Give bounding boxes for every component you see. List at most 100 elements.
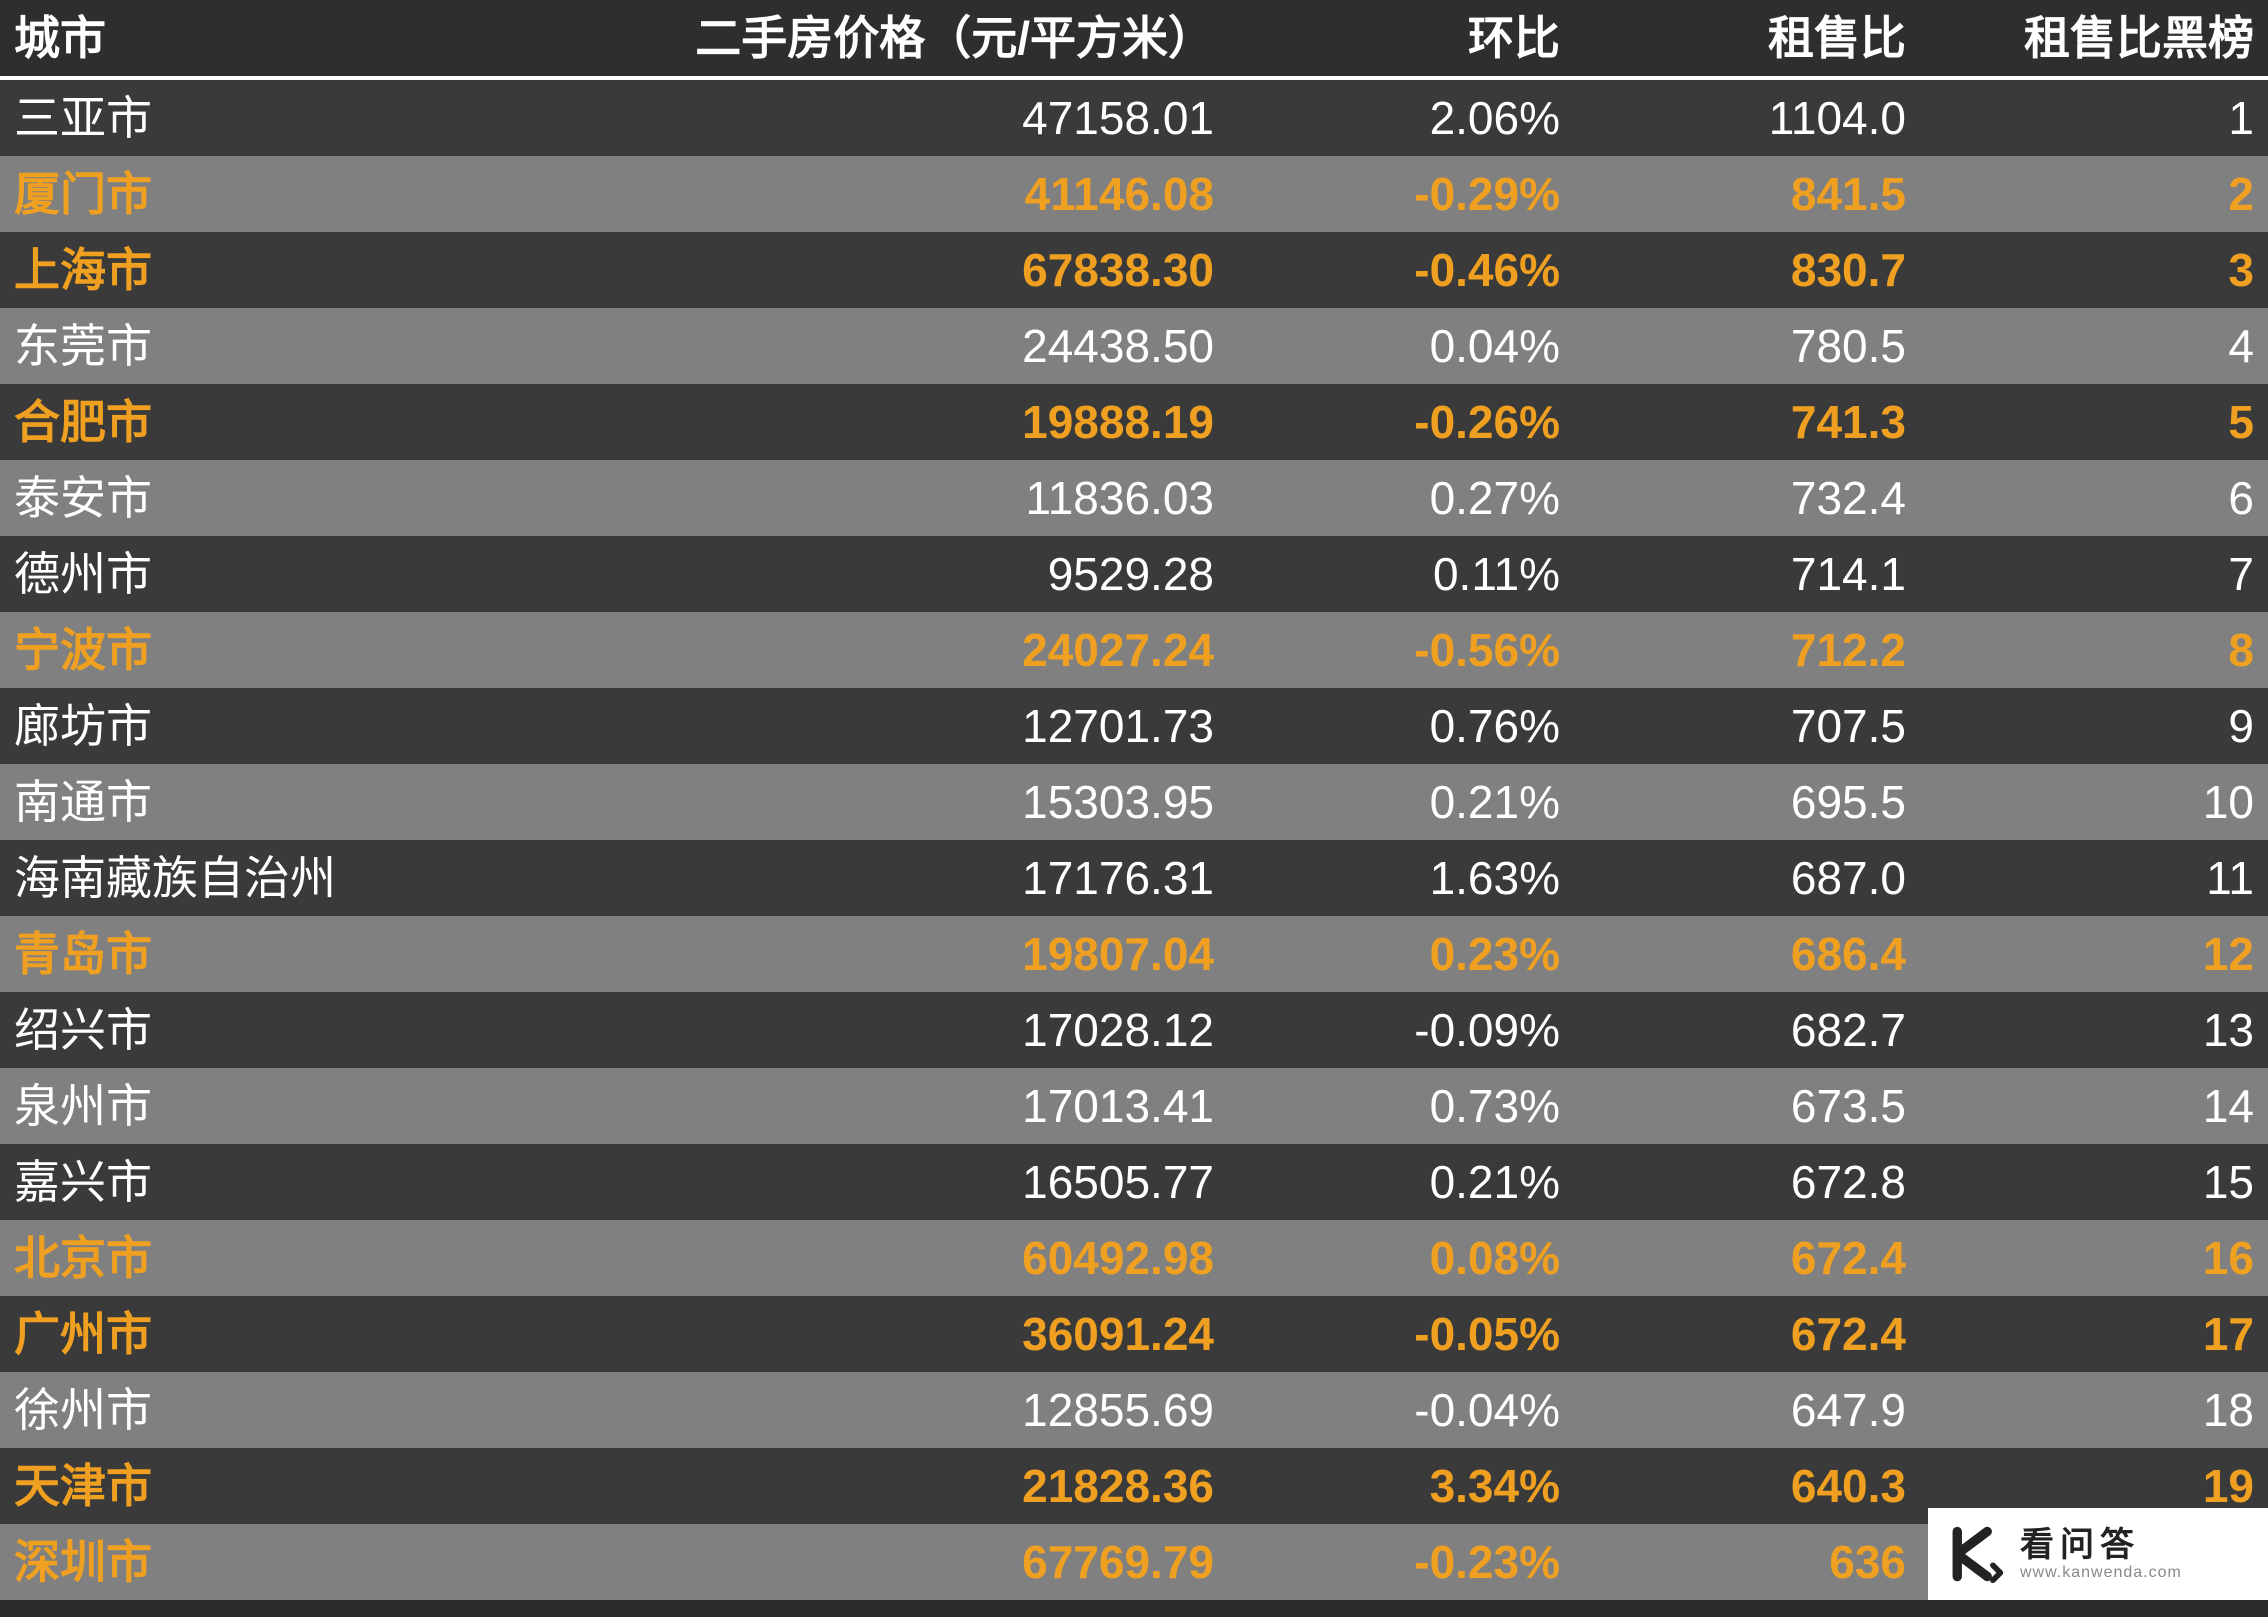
cell-city: 东莞市 xyxy=(0,308,506,384)
watermark-brand-cn: 看问答 xyxy=(2020,1527,2182,1564)
cell-ratio: 672.4 xyxy=(1574,1296,1920,1372)
cell-city: 上海市 xyxy=(0,232,506,308)
table-row: 南通市15303.950.21%695.510 xyxy=(0,764,2268,840)
table-header-row: 城市 二手房价格（元/平方米） 环比 租售比 租售比黑榜 xyxy=(0,0,2268,78)
header-city: 城市 xyxy=(0,0,506,78)
table-row: 泰安市11836.030.27%732.46 xyxy=(0,460,2268,536)
cell-mom: 1.63% xyxy=(1228,840,1574,916)
cell-price: 24027.24 xyxy=(506,612,1228,688)
cell-city: 廊坊市 xyxy=(0,688,506,764)
cell-city: 泉州市 xyxy=(0,1068,506,1144)
cell-rank: 10 xyxy=(1920,764,2268,840)
cell-price: 24438.50 xyxy=(506,308,1228,384)
cell-rank: 8 xyxy=(1920,612,2268,688)
cell-price: 19807.04 xyxy=(506,916,1228,992)
watermark-brand-en: www.kanwenda.com xyxy=(2020,1564,2182,1582)
cell-ratio: 1104.0 xyxy=(1574,78,1920,156)
cell-rank: 6 xyxy=(1920,460,2268,536)
watermark: 看问答 www.kanwenda.com xyxy=(1928,1508,2268,1600)
cell-ratio: 673.5 xyxy=(1574,1068,1920,1144)
cell-ratio: 714.1 xyxy=(1574,536,1920,612)
cell-rank: 13 xyxy=(1920,992,2268,1068)
cell-ratio: 741.3 xyxy=(1574,384,1920,460)
cell-rank: 16 xyxy=(1920,1220,2268,1296)
cell-price: 19888.19 xyxy=(506,384,1228,460)
cell-price: 12701.73 xyxy=(506,688,1228,764)
header-ratio: 租售比 xyxy=(1574,0,1920,78)
table-row: 泉州市17013.410.73%673.514 xyxy=(0,1068,2268,1144)
cell-price: 12855.69 xyxy=(506,1372,1228,1448)
table-row: 东莞市24438.500.04%780.54 xyxy=(0,308,2268,384)
cell-city: 深圳市 xyxy=(0,1524,506,1600)
cell-city: 广州市 xyxy=(0,1296,506,1372)
cell-mom: 0.08% xyxy=(1228,1220,1574,1296)
cell-ratio: 841.5 xyxy=(1574,156,1920,232)
cell-city: 北京市 xyxy=(0,1220,506,1296)
cell-mom: -0.46% xyxy=(1228,232,1574,308)
table-row: 合肥市19888.19-0.26%741.35 xyxy=(0,384,2268,460)
table-row: 绍兴市17028.12-0.09%682.713 xyxy=(0,992,2268,1068)
cell-mom: -0.04% xyxy=(1228,1372,1574,1448)
cell-city: 三亚市 xyxy=(0,78,506,156)
cell-city: 南通市 xyxy=(0,764,506,840)
cell-ratio: 732.4 xyxy=(1574,460,1920,536)
cell-price: 21828.36 xyxy=(506,1448,1228,1524)
cell-ratio: 647.9 xyxy=(1574,1372,1920,1448)
cell-ratio: 636 xyxy=(1574,1524,1920,1600)
cell-rank: 11 xyxy=(1920,840,2268,916)
cell-price: 47158.01 xyxy=(506,78,1228,156)
cell-ratio: 687.0 xyxy=(1574,840,1920,916)
cell-rank: 18 xyxy=(1920,1372,2268,1448)
cell-price: 11836.03 xyxy=(506,460,1228,536)
cell-mom: 0.73% xyxy=(1228,1068,1574,1144)
table-row: 上海市67838.30-0.46%830.73 xyxy=(0,232,2268,308)
cell-city: 合肥市 xyxy=(0,384,506,460)
cell-rank: 1 xyxy=(1920,78,2268,156)
cell-mom: -0.26% xyxy=(1228,384,1574,460)
cell-rank: 4 xyxy=(1920,308,2268,384)
cell-mom: 0.21% xyxy=(1228,1144,1574,1220)
watermark-text: 看问答 www.kanwenda.com xyxy=(2020,1527,2182,1582)
cell-ratio: 707.5 xyxy=(1574,688,1920,764)
cell-price: 41146.08 xyxy=(506,156,1228,232)
table-row: 广州市36091.24-0.05%672.417 xyxy=(0,1296,2268,1372)
cell-city: 泰安市 xyxy=(0,460,506,536)
table-row: 嘉兴市16505.770.21%672.815 xyxy=(0,1144,2268,1220)
cell-mom: 0.04% xyxy=(1228,308,1574,384)
cell-mom: 0.11% xyxy=(1228,536,1574,612)
cell-price: 67769.79 xyxy=(506,1524,1228,1600)
cell-ratio: 686.4 xyxy=(1574,916,1920,992)
cell-price: 67838.30 xyxy=(506,232,1228,308)
cell-ratio: 672.8 xyxy=(1574,1144,1920,1220)
cell-city: 青岛市 xyxy=(0,916,506,992)
cell-city: 嘉兴市 xyxy=(0,1144,506,1220)
cell-ratio: 712.2 xyxy=(1574,612,1920,688)
cell-city: 绍兴市 xyxy=(0,992,506,1068)
price-table: 城市 二手房价格（元/平方米） 环比 租售比 租售比黑榜 三亚市47158.01… xyxy=(0,0,2268,1600)
cell-mom: 3.34% xyxy=(1228,1448,1574,1524)
cell-rank: 2 xyxy=(1920,156,2268,232)
cell-mom: -0.29% xyxy=(1228,156,1574,232)
cell-price: 9529.28 xyxy=(506,536,1228,612)
cell-mom: 2.06% xyxy=(1228,78,1574,156)
cell-price: 60492.98 xyxy=(506,1220,1228,1296)
cell-mom: -0.09% xyxy=(1228,992,1574,1068)
cell-rank: 5 xyxy=(1920,384,2268,460)
table-row: 青岛市19807.040.23%686.412 xyxy=(0,916,2268,992)
table-row: 北京市60492.980.08%672.416 xyxy=(0,1220,2268,1296)
cell-ratio: 672.4 xyxy=(1574,1220,1920,1296)
table-row: 德州市9529.280.11%714.17 xyxy=(0,536,2268,612)
cell-rank: 9 xyxy=(1920,688,2268,764)
cell-price: 16505.77 xyxy=(506,1144,1228,1220)
table-row: 海南藏族自治州17176.311.63%687.011 xyxy=(0,840,2268,916)
table-row: 厦门市41146.08-0.29%841.52 xyxy=(0,156,2268,232)
table-row: 徐州市12855.69-0.04%647.918 xyxy=(0,1372,2268,1448)
cell-city: 宁波市 xyxy=(0,612,506,688)
cell-city: 海南藏族自治州 xyxy=(0,840,506,916)
cell-mom: 0.27% xyxy=(1228,460,1574,536)
cell-ratio: 780.5 xyxy=(1574,308,1920,384)
cell-rank: 7 xyxy=(1920,536,2268,612)
cell-price: 17028.12 xyxy=(506,992,1228,1068)
cell-ratio: 640.3 xyxy=(1574,1448,1920,1524)
cell-mom: -0.23% xyxy=(1228,1524,1574,1600)
